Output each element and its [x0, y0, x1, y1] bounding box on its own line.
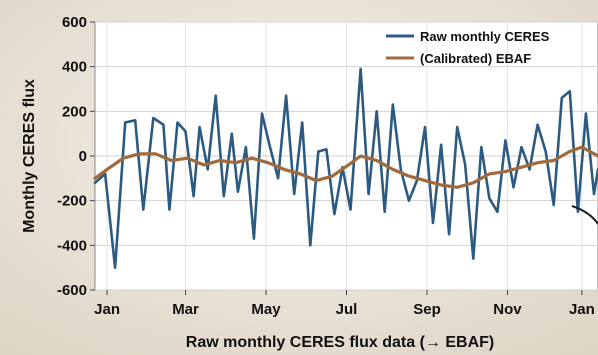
y-axis-title: Monthly CERES flux [21, 79, 38, 233]
y-tick-label: 200 [62, 103, 87, 120]
y-tick-label: 400 [62, 59, 87, 76]
x-axis-ticks: Jan Mar May Jul Sep Nov Jan [94, 290, 595, 318]
x-tick-label: Jul [336, 301, 358, 318]
x-tick-label: Nov [493, 301, 522, 318]
series-raw-ceres-line [93, 67, 598, 270]
x-axis-title: Raw monthly CERES flux data (→ EBAF) [186, 334, 494, 351]
x-tick-label: Jan [94, 301, 120, 318]
x-tick-label: Jan [569, 301, 595, 318]
legend: Raw monthly CERES (Calibrated) EBAF [386, 29, 550, 66]
y-tick-label: -400 [57, 237, 87, 254]
y-axis-ticks: 600 400 200 0 -200 -400 -600 [57, 14, 95, 299]
legend-label-ebaf: (Calibrated) EBAF [420, 51, 531, 66]
y-tick-label: 0 [79, 148, 87, 165]
series-ebaf-line [93, 145, 598, 189]
y-tick-label: -200 [57, 193, 87, 210]
x-tick-label: Sep [413, 301, 441, 318]
series-lines [93, 67, 598, 270]
legend-label-raw: Raw monthly CERES [420, 29, 550, 44]
x-tick-label: Mar [172, 301, 199, 318]
y-tick-label: 600 [62, 14, 87, 31]
x-tick-label: May [251, 301, 281, 318]
annotation-arrow [571, 205, 598, 225]
y-tick-label: -600 [57, 282, 87, 299]
